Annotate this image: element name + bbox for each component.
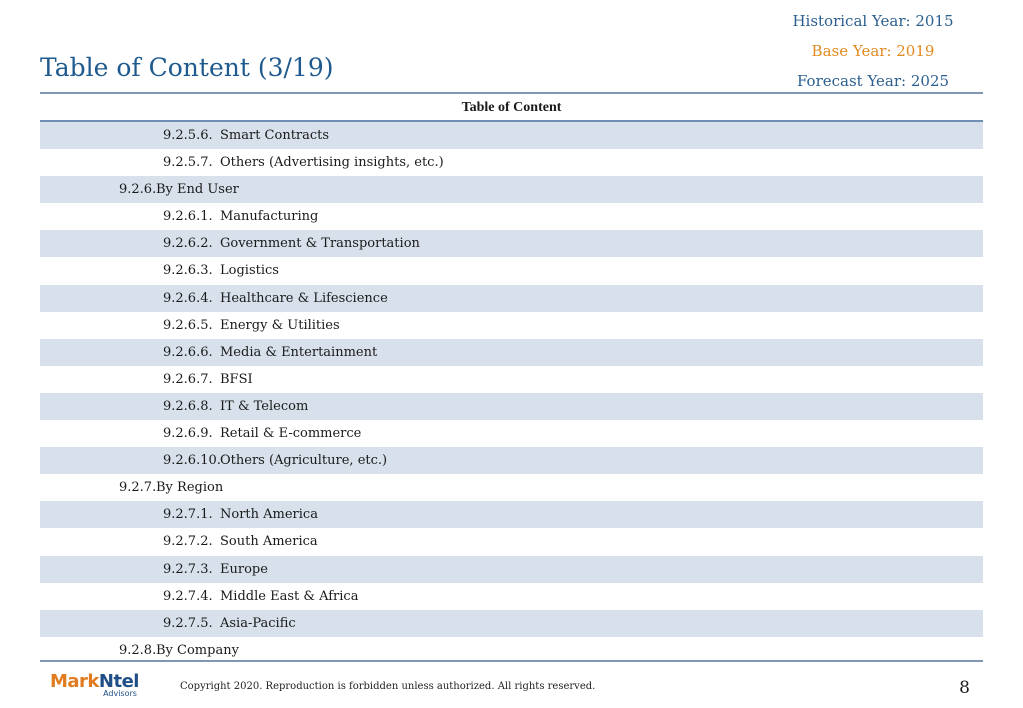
- row-number: 9.2.7.3.: [163, 561, 213, 577]
- row-label: Europe: [220, 561, 268, 577]
- row-number: 9.2.7.1.: [163, 507, 213, 523]
- row-label: Others (Agriculture, etc.): [220, 453, 388, 469]
- row-label: South America: [220, 534, 318, 550]
- logo-subtitle: Advisors: [103, 689, 137, 698]
- row-label: Middle East & Africa: [220, 588, 359, 604]
- header-divider: [40, 92, 983, 94]
- table-row: 9.2.6.5. Energy & Utilities: [40, 312, 983, 339]
- row-label: Energy & Utilities: [220, 317, 340, 333]
- copyright-text: Copyright 2020. Reproduction is forbidde…: [180, 681, 596, 692]
- row-number: 9.2.8.: [119, 642, 157, 658]
- page-title: Table of Content (3/19): [40, 53, 334, 82]
- row-label: BFSI: [220, 371, 253, 387]
- row-label: Retail & E-commerce: [220, 426, 362, 442]
- row-number: 9.2.7.: [119, 480, 157, 496]
- row-label: Manufacturing: [220, 209, 319, 225]
- markntel-logo: MarkNtel Advisors: [50, 671, 139, 698]
- row-number: 9.2.6.3.: [163, 263, 213, 279]
- row-label: By Company: [156, 642, 239, 658]
- page-number: 8: [959, 678, 970, 698]
- table-heading: Table of Content: [40, 95, 983, 122]
- row-number: 9.2.6.8.: [163, 398, 213, 414]
- logo-ntel: Ntel: [98, 671, 140, 692]
- row-number: 9.2.6.5.: [163, 317, 213, 333]
- table-row: 9.2.6.4. Healthcare & Lifescience: [40, 284, 983, 312]
- row-number: 9.2.5.6.: [163, 128, 213, 143]
- row-label: By End User: [156, 182, 239, 198]
- table-row: 9.2.7.3. Europe: [40, 555, 983, 583]
- table-row: 9.2.6.3. Logistics: [40, 257, 983, 284]
- row-number: 9.2.6.7.: [163, 371, 213, 387]
- table-row: 9.2.7.1. North America: [40, 501, 983, 529]
- row-label: North America: [220, 507, 318, 523]
- table-row: 9.2.6.2. Government & Transportation: [40, 230, 983, 258]
- row-label: Government & Transportation: [220, 236, 420, 252]
- footer-divider: [40, 660, 983, 662]
- table-row: 9.2.6.1. Manufacturing: [40, 203, 983, 230]
- table-row: 9.2.6.8. IT & Telecom: [40, 392, 983, 421]
- row-number: 9.2.6.6.: [163, 344, 213, 360]
- row-label: Smart Contracts: [220, 128, 330, 143]
- table-row: 9.2.6. By End User: [40, 176, 983, 204]
- table-row: 9.2.6.7. BFSI: [40, 366, 983, 393]
- table-row: 9.2.8. By Company: [40, 637, 983, 664]
- row-number: 9.2.6.9.: [163, 426, 213, 442]
- table-row: 9.2.7.2. South America: [40, 528, 983, 555]
- row-label: Others (Advertising insights, etc.): [220, 155, 444, 171]
- row-label: By Region: [156, 480, 224, 496]
- table-row: 9.2.6.10. Others (Agriculture, etc.): [40, 447, 983, 475]
- row-number: 9.2.6.: [119, 182, 157, 198]
- table-row: 9.2.6.6. Media & Entertainment: [40, 338, 983, 366]
- row-label: IT & Telecom: [220, 398, 309, 414]
- row-number: 9.2.6.1.: [163, 209, 213, 225]
- table-row: 9.2.7.5. Asia-Pacific: [40, 609, 983, 637]
- logo-mark: Mark: [50, 671, 99, 692]
- table-row: 9.2.7. By Region: [40, 474, 983, 501]
- row-number: 9.2.6.4.: [163, 290, 213, 306]
- row-number: 9.2.6.10.: [163, 453, 221, 469]
- toc-table: 9.2.5.6. Smart Contracts 9.2.5.7. Others (A…: [40, 122, 983, 664]
- row-number: 9.2.5.7.: [163, 155, 213, 171]
- row-number: 9.2.6.2.: [163, 236, 213, 252]
- row-label: Logistics: [220, 263, 279, 279]
- table-row: 9.2.5.6. Smart Contracts: [40, 122, 983, 150]
- row-label: Healthcare & Lifescience: [220, 290, 388, 306]
- forecast-year: Forecast Year: 2025: [796, 72, 950, 90]
- table-row: 9.2.7.4. Middle East & Africa: [40, 583, 983, 610]
- table-row: 9.2.5.7. Others (Advertising insights, et…: [40, 149, 983, 176]
- row-label: Media & Entertainment: [220, 344, 378, 360]
- row-number: 9.2.7.4.: [163, 588, 213, 604]
- table-row: 9.2.6.9. Retail & E-commerce: [40, 420, 983, 447]
- row-label: Asia-Pacific: [220, 615, 296, 631]
- row-number: 9.2.7.5.: [163, 615, 213, 631]
- year-info: Historical Year: 2015 Base Year: 2019 Fo…: [773, 8, 973, 98]
- base-year: Base Year: 2019: [811, 42, 935, 60]
- row-number: 9.2.7.2.: [163, 534, 213, 550]
- historical-year: Historical Year: 2015: [792, 12, 954, 30]
